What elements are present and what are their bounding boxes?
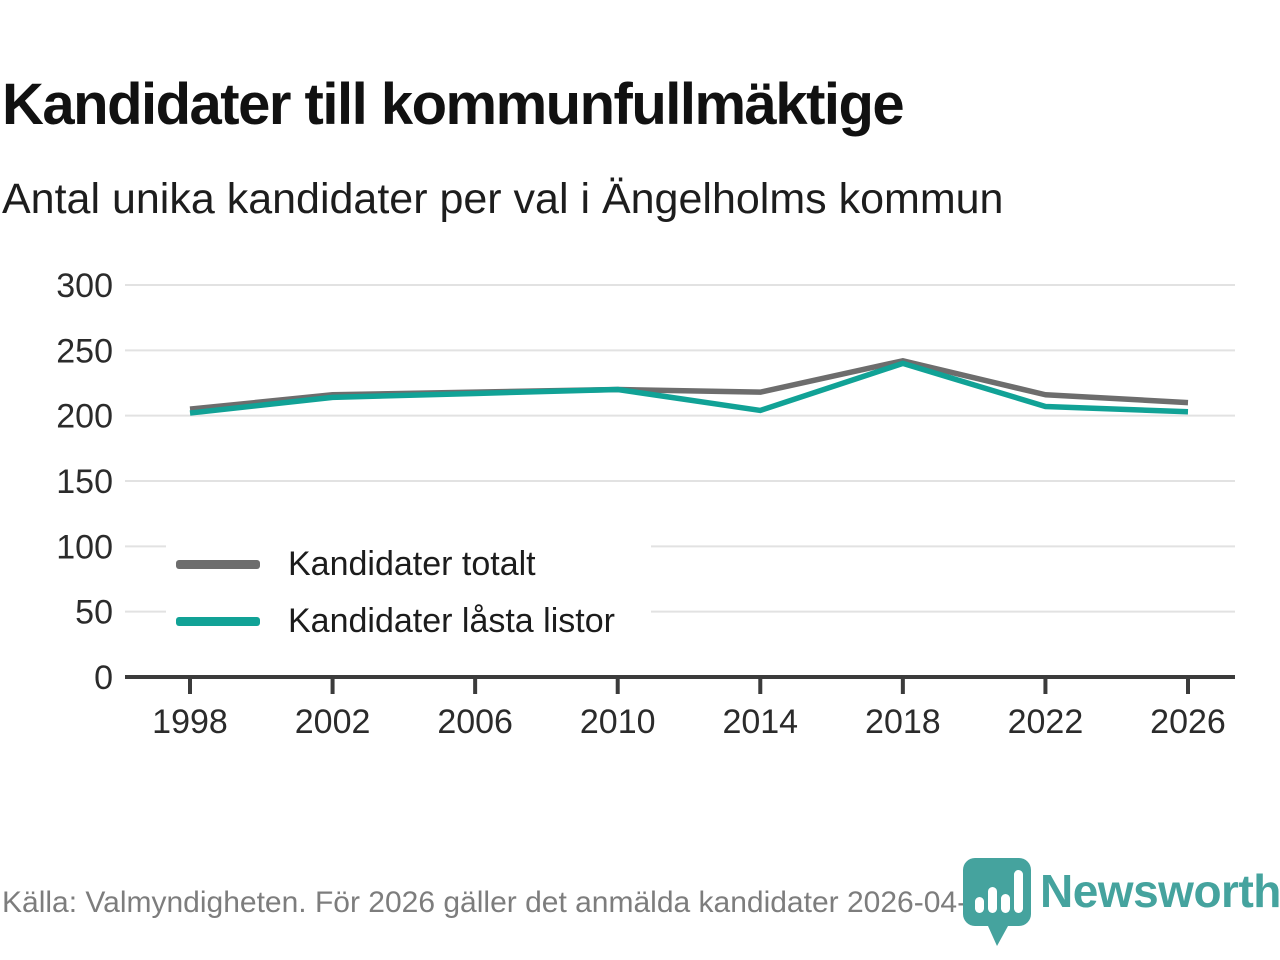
legend-item-total: Kandidater totalt [176, 536, 615, 593]
x-axis-label: 2014 [722, 703, 798, 741]
legend-label-locked: Kandidater låsta listor [288, 602, 615, 640]
y-axis-label: 300 [56, 267, 113, 305]
y-axis-label: 100 [56, 528, 113, 566]
chart-title: Kandidater till kommunfullmäktige [2, 71, 905, 137]
source-note: Källa: Valmyndigheten. För 2026 gäller d… [2, 886, 1009, 919]
newsworthy-logo: Newsworthy [962, 857, 1280, 949]
x-axis-label: 2018 [865, 703, 941, 741]
x-axis-label: 1998 [152, 703, 228, 741]
line-chart: 0 50 100 150 200 250 300 1998 2002 2006 2010 2014 20… [56, 267, 1235, 741]
series-line-locked-lists [189, 360, 1189, 416]
x-axis-label: 2006 [437, 703, 513, 741]
y-axis-label: 250 [56, 332, 113, 370]
y-axis-label: 200 [56, 398, 113, 436]
x-axis-label: 2010 [580, 703, 656, 741]
bar-chart-pin-icon [963, 858, 1031, 946]
legend-swatch-locked-line-icon [176, 617, 260, 626]
newsworthy-wordmark: Newsworthy [1040, 865, 1280, 917]
y-axis-label: 150 [56, 463, 113, 501]
chart-subtitle: Antal unika kandidater per val i Ängelho… [2, 175, 1004, 223]
x-axis-label: 2022 [1008, 703, 1084, 741]
legend-item-locked-lists: Kandidater låsta listor [176, 593, 615, 650]
y-axis-label: 0 [94, 659, 113, 697]
chart-legend: Kandidater totalt Kandidater låsta listo… [166, 532, 651, 656]
x-axis-label: 2026 [1150, 703, 1226, 741]
legend-label-total: Kandidater totalt [288, 545, 536, 583]
legend-swatch-total-line-icon [176, 560, 260, 569]
x-axis-label: 2002 [295, 703, 371, 741]
y-axis-label: 50 [75, 594, 113, 632]
